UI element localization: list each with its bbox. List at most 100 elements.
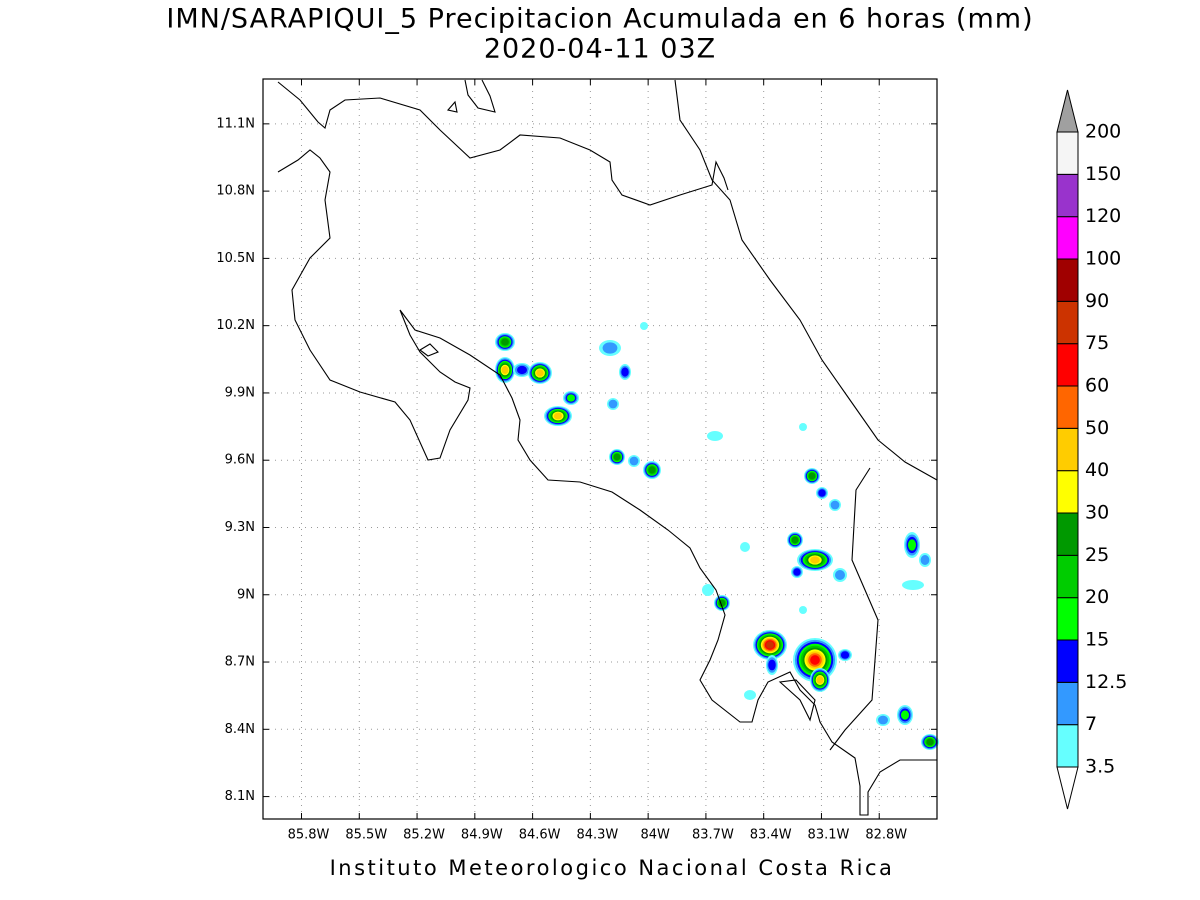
colorbar-under bbox=[1056, 766, 1079, 810]
x-tick-label: 83.1W bbox=[808, 828, 850, 843]
rain-patch bbox=[602, 342, 618, 354]
colorbar-box bbox=[1056, 597, 1079, 641]
border bbox=[829, 467, 879, 751]
colorbar-label: 7 bbox=[1085, 713, 1097, 735]
x-tick-label: 84.9W bbox=[461, 828, 503, 843]
rain-patch bbox=[536, 369, 544, 377]
colorbar-label: 75 bbox=[1085, 332, 1109, 354]
rain-patch bbox=[926, 738, 934, 746]
rain-patch bbox=[908, 539, 916, 551]
colorbar-box bbox=[1056, 427, 1079, 472]
title: IMN/SARAPIQUI_5 Precipitacion Acumulada … bbox=[166, 4, 1033, 35]
rain-patch bbox=[810, 655, 820, 665]
x-tick-label: 84.6W bbox=[519, 828, 561, 843]
colorbar-label: 12.5 bbox=[1085, 671, 1127, 693]
colorbar-label: 25 bbox=[1085, 544, 1109, 566]
x-tick-label: 84.3W bbox=[576, 828, 618, 843]
rain-patch bbox=[740, 542, 750, 552]
colorbar-label: 50 bbox=[1085, 417, 1109, 439]
y-tick-label: 9.9N bbox=[225, 385, 255, 400]
x-tick-label: 84W bbox=[640, 828, 670, 843]
y-tick-label: 8.1N bbox=[225, 789, 255, 804]
rain-patch bbox=[901, 710, 909, 720]
x-tick-label: 83.7W bbox=[692, 828, 734, 843]
coastline bbox=[778, 679, 816, 722]
footer: Instituto Meteorologico Nacional Costa R… bbox=[330, 856, 895, 880]
y-tick-label: 8.7N bbox=[225, 655, 255, 670]
y-tick-label: 8.4N bbox=[225, 722, 255, 737]
colorbar-box bbox=[1056, 554, 1079, 599]
rain-patch bbox=[640, 322, 648, 330]
x-tick-label: 85.8W bbox=[288, 828, 330, 843]
coastline bbox=[464, 79, 496, 113]
colorbar-box bbox=[1056, 300, 1079, 345]
rain-patch bbox=[835, 570, 845, 580]
rain-patch bbox=[768, 659, 776, 671]
rain-patch bbox=[567, 394, 575, 402]
rain-patch bbox=[608, 399, 618, 409]
colorbar-label: 15 bbox=[1085, 629, 1109, 651]
y-tick-label: 10.5N bbox=[216, 251, 255, 266]
colorbar-box bbox=[1056, 258, 1079, 302]
coastline bbox=[277, 81, 729, 206]
rain-patch bbox=[707, 431, 723, 441]
colorbar-box bbox=[1056, 681, 1079, 726]
rain-patch bbox=[501, 366, 509, 374]
rain-patch bbox=[621, 367, 629, 377]
colorbar-box bbox=[1056, 639, 1079, 683]
y-tick-label: 11.1N bbox=[216, 116, 255, 131]
coastlines bbox=[277, 79, 938, 816]
rain-patch bbox=[830, 500, 840, 510]
colorbar-box bbox=[1056, 385, 1079, 429]
rain-patch bbox=[629, 456, 639, 466]
x-tick-label: 82.8W bbox=[865, 828, 907, 843]
colorbar-label: 150 bbox=[1085, 163, 1121, 185]
colorbar-box bbox=[1056, 512, 1079, 556]
x-tick-label: 85.5W bbox=[345, 828, 387, 843]
rain-patch bbox=[766, 641, 774, 649]
colorbar-box bbox=[1056, 216, 1079, 260]
colorbar-label: 30 bbox=[1085, 502, 1109, 524]
map-frame bbox=[262, 78, 938, 820]
colorbar-box bbox=[1056, 343, 1079, 387]
y-tick-label: 10.2N bbox=[216, 318, 255, 333]
rain-patch bbox=[799, 606, 807, 614]
precipitation-field bbox=[495, 322, 939, 750]
colorbar-label: 40 bbox=[1085, 459, 1109, 481]
rain-patch bbox=[501, 338, 509, 346]
coastline bbox=[674, 79, 938, 481]
rain-patch bbox=[791, 536, 799, 544]
rain-patch bbox=[613, 453, 621, 461]
colorbar-label: 3.5 bbox=[1085, 756, 1115, 778]
rain-patch bbox=[793, 568, 801, 576]
coastline bbox=[277, 149, 937, 816]
rain-patch bbox=[799, 423, 807, 431]
rain-patch bbox=[648, 466, 656, 474]
subtitle: 2020-04-11 03Z bbox=[484, 34, 716, 65]
colorbar: 3.5 7 12.5 15 20 25 30 40 50 60 75 90 100 120 150 200 bbox=[1056, 89, 1127, 810]
colorbar-label: 90 bbox=[1085, 290, 1109, 312]
rain-patch bbox=[920, 555, 930, 565]
y-tick-label: 10.8N bbox=[216, 184, 255, 199]
rain-patch bbox=[902, 580, 924, 590]
y-tick-label: 9.3N bbox=[225, 520, 255, 535]
rain-patch bbox=[702, 584, 714, 596]
colorbar-box bbox=[1056, 724, 1079, 768]
grid bbox=[263, 79, 937, 819]
y-tick-label: 9.6N bbox=[225, 453, 255, 468]
colorbar-label: 20 bbox=[1085, 586, 1109, 608]
rain-patch bbox=[818, 489, 826, 497]
rain-patch bbox=[808, 472, 816, 480]
x-tick-label: 83.4W bbox=[750, 828, 792, 843]
colorbar-box bbox=[1056, 131, 1079, 175]
rain-patch bbox=[517, 365, 527, 375]
colorbar-box bbox=[1056, 470, 1079, 514]
colorbar-label: 120 bbox=[1085, 205, 1121, 227]
coastline bbox=[446, 100, 458, 113]
rain-patch bbox=[816, 676, 824, 684]
colorbar-box bbox=[1056, 173, 1079, 218]
colorbar-label: 60 bbox=[1085, 375, 1109, 397]
rain-patch bbox=[878, 715, 888, 725]
rain-patch bbox=[553, 412, 563, 420]
